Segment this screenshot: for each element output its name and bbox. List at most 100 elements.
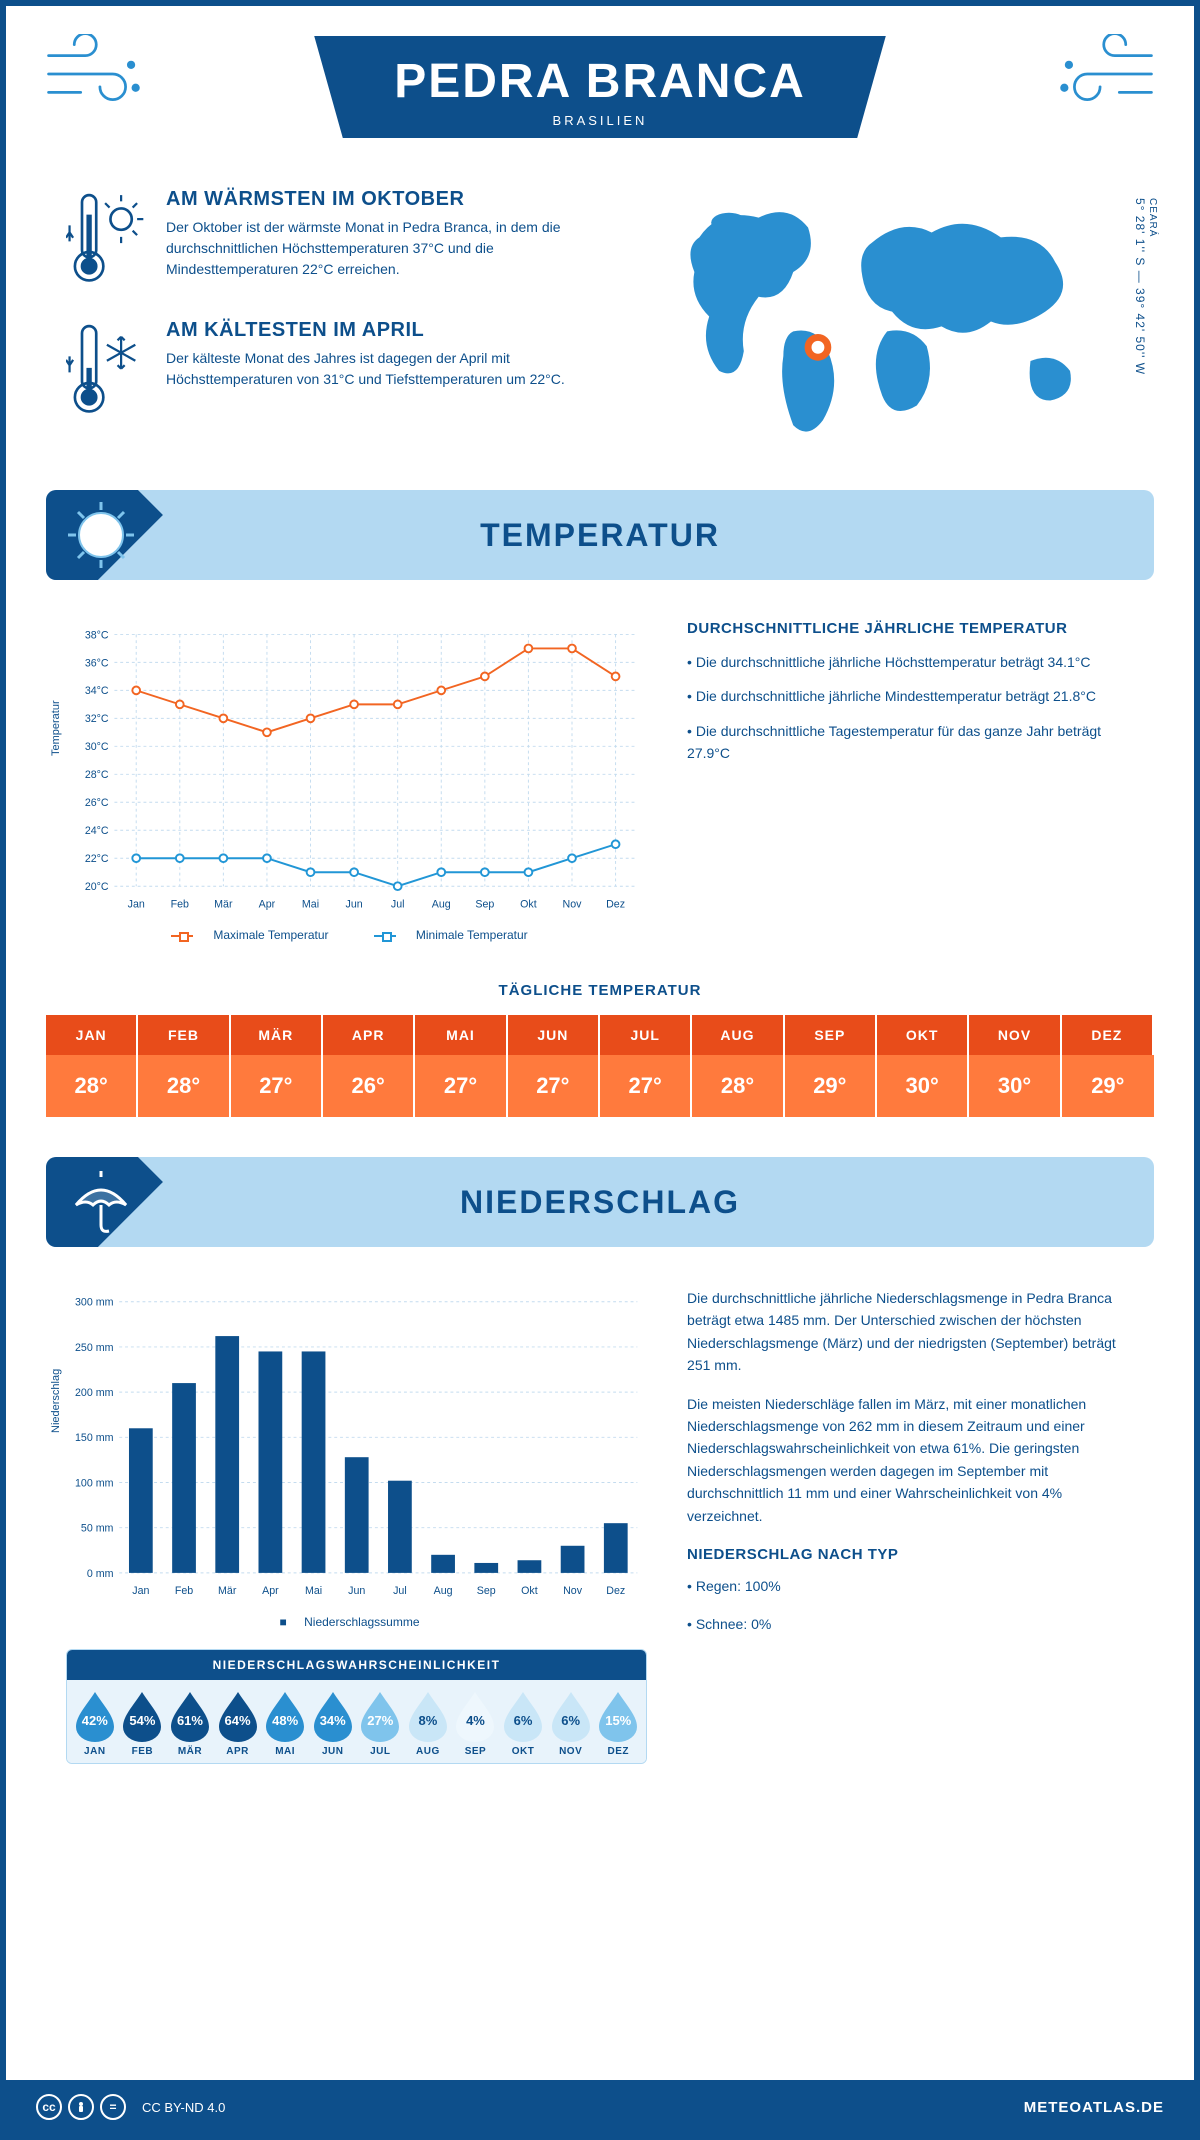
probability-drop: 64% APR <box>216 1690 260 1757</box>
svg-text:22°C: 22°C <box>85 853 109 865</box>
svg-text:100 mm: 100 mm <box>75 1477 114 1489</box>
svg-text:Feb: Feb <box>171 899 189 911</box>
svg-text:Nov: Nov <box>563 1585 583 1597</box>
daily-temp-value: 28° <box>692 1055 784 1117</box>
svg-text:Sep: Sep <box>475 899 494 911</box>
svg-text:24°C: 24°C <box>85 825 109 837</box>
daily-month-header: AUG <box>692 1015 784 1055</box>
probability-drop: 48% MAI <box>263 1690 307 1757</box>
daily-temp-value: 26° <box>323 1055 415 1117</box>
daily-month-header: NOV <box>969 1015 1061 1055</box>
intro-facts: AM WÄRMSTEN IM OKTOBER Der Oktober ist d… <box>66 188 610 450</box>
umbrella-icon <box>66 1167 136 1237</box>
daily-temp-value: 27° <box>231 1055 323 1117</box>
precipitation-banner: NIEDERSCHLAG <box>46 1157 1154 1247</box>
daily-month-header: JUL <box>600 1015 692 1055</box>
title-ribbon: PEDRA BRANCA BRASILIEN <box>314 36 886 138</box>
svg-text:Jun: Jun <box>346 899 363 911</box>
svg-text:26°C: 26°C <box>85 797 109 809</box>
probability-drop: 6% OKT <box>501 1690 545 1757</box>
svg-text:Aug: Aug <box>434 1585 453 1597</box>
probability-drop: 42% JAN <box>73 1690 117 1757</box>
daily-temp-value: 29° <box>785 1055 877 1117</box>
svg-text:20°C: 20°C <box>85 881 109 893</box>
daily-temp-value: 27° <box>508 1055 600 1117</box>
coordinates-label: CEARÁ 5° 28' 1'' S — 39° 42' 50'' W <box>1133 198 1158 375</box>
daily-temp-value: 30° <box>969 1055 1061 1117</box>
precip-type-bullet: • Schnee: 0% <box>687 1613 1134 1635</box>
precipitation-heading: NIEDERSCHLAG <box>46 1184 1154 1221</box>
footer: cc = CC BY-ND 4.0 METEOATLAS.DE <box>6 2080 1194 2134</box>
probability-drop: 15% DEZ <box>596 1690 640 1757</box>
precip-type-bullet: • Regen: 100% <box>687 1575 1134 1597</box>
daily-month-header: FEB <box>138 1015 230 1055</box>
daily-temp-value: 29° <box>1062 1055 1154 1117</box>
fact-cold-text: Der kälteste Monat des Jahres ist dagege… <box>166 348 610 390</box>
temp-desc-bullet: • Die durchschnittliche Tagestemperatur … <box>687 720 1134 765</box>
svg-text:50 mm: 50 mm <box>81 1523 114 1535</box>
probability-drop: 61% MÄR <box>168 1690 212 1757</box>
svg-text:Mär: Mär <box>214 899 233 911</box>
world-map-icon <box>640 188 1134 445</box>
svg-text:32°C: 32°C <box>85 713 109 725</box>
precipitation-probability-box: NIEDERSCHLAGSWAHRSCHEINLICHKEIT 42% JAN … <box>66 1649 647 1764</box>
temperature-banner: TEMPERATUR <box>46 490 1154 580</box>
svg-text:Mai: Mai <box>302 899 319 911</box>
brand-label: METEOATLAS.DE <box>1024 2099 1164 2116</box>
svg-text:Jul: Jul <box>391 899 405 911</box>
header: PEDRA BRANCA BRASILIEN <box>6 6 1194 148</box>
temperature-chart-legend: Maximale Temperatur Minimale Temperatur <box>66 928 647 942</box>
temperature-heading: TEMPERATUR <box>46 517 1154 554</box>
daily-temp-value: 28° <box>138 1055 230 1117</box>
svg-text:Okt: Okt <box>521 1585 538 1597</box>
intro-section: AM WÄRMSTEN IM OKTOBER Der Oktober ist d… <box>6 148 1194 480</box>
thermometer-sun-icon <box>66 188 146 291</box>
svg-text:34°C: 34°C <box>85 685 109 697</box>
svg-text:0 mm: 0 mm <box>87 1568 114 1580</box>
svg-text:Okt: Okt <box>520 899 537 911</box>
wind-icon-right <box>1046 34 1156 114</box>
svg-text:28°C: 28°C <box>85 769 109 781</box>
daily-month-header: SEP <box>785 1015 877 1055</box>
svg-text:Dez: Dez <box>606 899 625 911</box>
daily-month-header: JAN <box>46 1015 138 1055</box>
temperature-description: DURCHSCHNITTLICHE JÄHRLICHE TEMPERATUR •… <box>687 620 1134 942</box>
by-icon <box>68 2094 94 2120</box>
temp-desc-bullet: • Die durchschnittliche jährliche Höchst… <box>687 651 1134 673</box>
sun-icon <box>66 500 136 570</box>
svg-text:Apr: Apr <box>262 1585 279 1597</box>
fact-cold-heading: AM KÄLTESTEN IM APRIL <box>166 319 610 342</box>
daily-month-header: OKT <box>877 1015 969 1055</box>
license-badge: cc = CC BY-ND 4.0 <box>36 2094 225 2120</box>
temperature-content: Temperatur 20°C22°C24°C26°C28°C30°C32°C3… <box>6 590 1194 952</box>
svg-text:36°C: 36°C <box>85 657 109 669</box>
fact-coldest: AM KÄLTESTEN IM APRIL Der kälteste Monat… <box>66 319 610 422</box>
svg-text:250 mm: 250 mm <box>75 1342 114 1354</box>
probability-drop: 27% JUL <box>359 1690 403 1757</box>
fact-warm-heading: AM WÄRMSTEN IM OKTOBER <box>166 188 610 211</box>
svg-text:Dez: Dez <box>606 1585 625 1597</box>
svg-text:150 mm: 150 mm <box>75 1432 114 1444</box>
daily-month-header: MÄR <box>231 1015 323 1055</box>
fact-warm-text: Der Oktober ist der wärmste Monat in Ped… <box>166 217 610 280</box>
daily-temperature-table: JANFEBMÄRAPRMAIJUNJULAUGSEPOKTNOVDEZ28°2… <box>46 1015 1154 1117</box>
daily-month-header: APR <box>323 1015 415 1055</box>
precipitation-content: Niederschlag 0 mm50 mm100 mm150 mm200 mm… <box>6 1257 1194 1774</box>
svg-text:Mär: Mär <box>218 1585 237 1597</box>
svg-text:Nov: Nov <box>563 899 583 911</box>
svg-text:Jul: Jul <box>393 1585 407 1597</box>
temperature-line-chart: Temperatur 20°C22°C24°C26°C28°C30°C32°C3… <box>66 620 647 942</box>
probability-drop: 6% NOV <box>549 1690 593 1757</box>
svg-text:Jun: Jun <box>348 1585 365 1597</box>
svg-text:300 mm: 300 mm <box>75 1297 114 1309</box>
location-marker-icon <box>808 337 828 357</box>
thermometer-snow-icon <box>66 319 146 422</box>
cc-icon: cc <box>36 2094 62 2120</box>
daily-month-header: JUN <box>508 1015 600 1055</box>
page-subtitle: BRASILIEN <box>394 113 806 128</box>
daily-temp-value: 30° <box>877 1055 969 1117</box>
probability-drop: 34% JUN <box>311 1690 355 1757</box>
daily-temp-value: 27° <box>600 1055 692 1117</box>
svg-text:Jan: Jan <box>132 1585 149 1597</box>
svg-text:Jan: Jan <box>128 899 145 911</box>
